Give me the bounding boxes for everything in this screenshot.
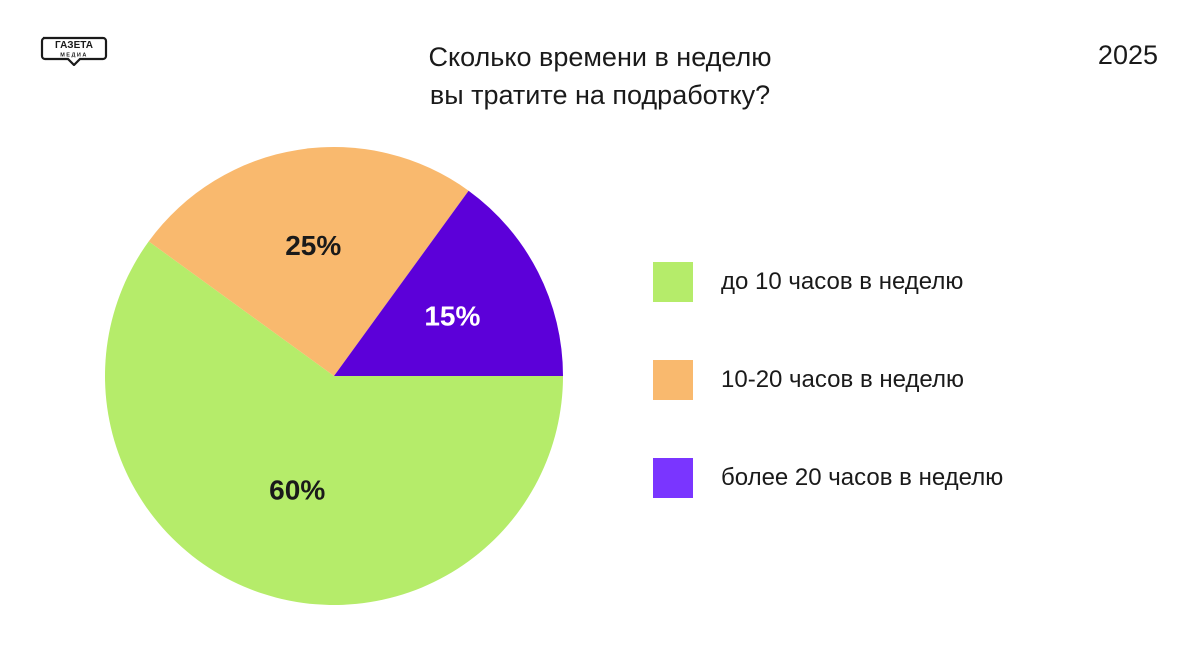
logo-text-top: ГАЗЕТА (55, 40, 93, 51)
legend-label-3: более 20 часов в неделю (721, 464, 1004, 491)
chart-legend: до 10 часов в неделю 10-20 часов в неделю… (653, 262, 1003, 556)
legend-item-1: до 10 часов в неделю (653, 262, 1003, 302)
legend-label-1: до 10 часов в неделю (721, 268, 964, 295)
pie-slice-label-1: 60% (269, 474, 325, 505)
legend-swatch-2 (653, 360, 693, 400)
legend-label-2: 10-20 часов в неделю (721, 366, 964, 393)
chart-title-line-1: Сколько времени в неделю (428, 42, 772, 72)
logo-text-bottom: МЕДИА (60, 53, 88, 59)
year-label: 2025 (1097, 40, 1158, 70)
pie-slice-label-2: 25% (285, 230, 341, 261)
legend-item-2: 10-20 часов в неделю (653, 360, 1003, 400)
legend-swatch-1 (653, 262, 693, 302)
gazeta-media-logo: ГАЗЕТА МЕДИА (40, 36, 108, 66)
pie-slice-1 (105, 241, 563, 605)
pie-slice-2 (148, 147, 469, 376)
pie-slice-3 (334, 190, 563, 376)
chart-title-line-2: вы тратите на подработку? (429, 80, 771, 110)
legend-item-3: более 20 часов в неделю (653, 458, 1003, 498)
legend-swatch-3 (653, 458, 693, 498)
pie-slice-label-3: 15% (424, 301, 480, 332)
chart-title: Сколько времени в неделю вы тратите на п… (0, 38, 1200, 114)
logo-graphic: ГАЗЕТА МЕДИА (40, 36, 108, 66)
